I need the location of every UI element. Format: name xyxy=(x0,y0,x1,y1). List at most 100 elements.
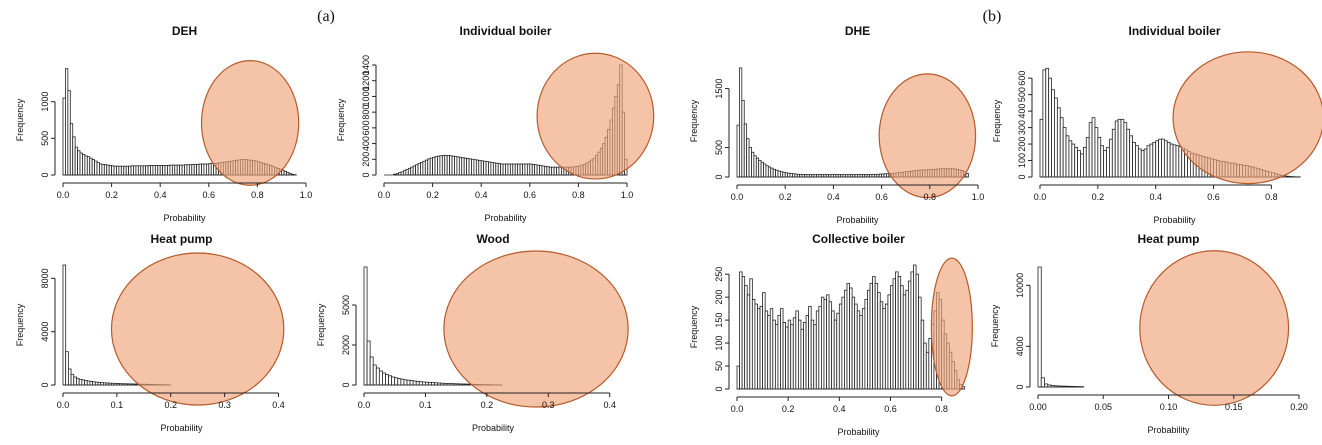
bar xyxy=(1044,383,1049,388)
x-axis-label: Probability xyxy=(837,427,880,437)
highlight-ellipse xyxy=(1172,51,1322,185)
x-tick-label: 0.6 xyxy=(524,190,537,200)
bar xyxy=(1132,142,1136,178)
bar xyxy=(363,266,368,386)
chart-title: Individual boiler xyxy=(459,24,551,38)
y-axis: 0 4000 10000 xyxy=(1015,273,1031,390)
bar xyxy=(1068,140,1073,178)
x-tick-label: 1.0 xyxy=(621,190,634,200)
bar xyxy=(406,379,411,386)
bar xyxy=(1143,148,1148,178)
x-tick-label: 0.2 xyxy=(481,400,494,410)
bar xyxy=(375,367,380,386)
histogram-b-dhe: 0.0 0.2 0.4 0.6 0.8 1.0 0 500 1500 DHE Probability… xyxy=(689,24,984,225)
y-tick-label: 0 xyxy=(714,386,724,391)
x-tick-label: 0.4 xyxy=(833,404,846,414)
bar xyxy=(382,372,386,386)
highlight-ellipse xyxy=(200,60,300,186)
bar xyxy=(1094,127,1099,178)
x-tick-label: 0.6 xyxy=(884,404,897,414)
histogram-panels: 0.0 0.2 0.4 0.6 0.8 1.005001000DEHProbability… xyxy=(15,24,1322,437)
x-tick-label: 0.2 xyxy=(164,400,177,410)
y-tick-label: 100 xyxy=(1017,153,1027,168)
y-tick-label: 200 xyxy=(361,152,371,167)
highlight-ellipse xyxy=(443,250,629,408)
x-axis-label: Probability xyxy=(1153,215,1196,225)
bar xyxy=(1082,146,1087,178)
x-tick-label: 0.1 xyxy=(111,400,124,410)
y-axis-label: Frequency xyxy=(689,305,699,348)
bar xyxy=(1100,145,1105,178)
x-tick-label: 0.6 xyxy=(875,192,888,202)
bar xyxy=(62,264,67,386)
x-tick-label: 0.8 xyxy=(572,190,585,200)
x-axis-label: Probability xyxy=(163,213,206,223)
bar xyxy=(1062,127,1067,178)
y-tick-label: 100 xyxy=(714,336,724,351)
bar xyxy=(418,381,423,386)
bar xyxy=(1042,69,1047,178)
chart-title: Heat pump xyxy=(1137,232,1199,246)
y-tick-label: 200 xyxy=(1017,137,1027,152)
histogram-b-collective-boiler: 0.0 0.2 0.4 0.6 0.8 0 50 100 150 200 250 Collective… xyxy=(689,232,973,437)
bar xyxy=(1040,377,1045,388)
x-tick-label: 0.8 xyxy=(251,190,264,200)
x-tick-label: 0.15 xyxy=(1225,402,1243,412)
bar xyxy=(1146,145,1151,178)
x-tick-label: 0.4 xyxy=(475,190,488,200)
y-tick-label: 0 xyxy=(361,172,371,177)
x-tick-label: 0.2 xyxy=(1092,192,1105,202)
bar xyxy=(1137,148,1142,178)
x-axis: 0.0 0.1 0.2 0.3 0.4 xyxy=(358,392,616,410)
bars xyxy=(736,264,966,390)
bar xyxy=(1126,128,1131,178)
bar xyxy=(1059,117,1064,178)
bar xyxy=(70,373,75,386)
bar xyxy=(1166,142,1171,178)
bar xyxy=(1109,138,1113,178)
y-axis-label: Frequency xyxy=(15,98,25,141)
bar xyxy=(385,374,389,386)
y-tick-label: 2000 xyxy=(341,335,351,355)
bars xyxy=(1037,266,1085,388)
y-tick-label: 0 xyxy=(1015,384,1025,389)
bar xyxy=(97,381,102,386)
bar xyxy=(94,381,99,386)
bar xyxy=(1175,145,1180,178)
x-axis: 0.00 0.05 0.10 0.15 0.20 xyxy=(1029,394,1308,412)
bar xyxy=(378,370,383,386)
x-axis-label: Probability xyxy=(836,215,879,225)
highlight-ellipse xyxy=(878,73,977,199)
bar xyxy=(403,379,408,386)
x-tick-label: 0.0 xyxy=(358,400,371,410)
y-tick-label: 400 xyxy=(361,136,371,151)
y-axis: 0 500 1500 xyxy=(714,79,730,180)
y-tick-label: 0 xyxy=(341,382,351,387)
x-tick-label: 0.4 xyxy=(1149,192,1162,202)
x-tick-label: 0.05 xyxy=(1094,402,1112,412)
x-tick-label: 0.3 xyxy=(542,400,555,410)
chart-title: DEH xyxy=(172,24,197,38)
bar xyxy=(1045,67,1050,178)
bar xyxy=(1039,118,1044,178)
bar xyxy=(1163,140,1168,178)
y-tick-label: 800 xyxy=(361,105,371,120)
bar xyxy=(1111,128,1116,178)
bar xyxy=(415,380,420,386)
bar xyxy=(1080,153,1084,178)
y-tick-label: 0 xyxy=(714,174,724,179)
y-tick-label: 150 xyxy=(714,313,724,328)
x-tick-label: 0.0 xyxy=(57,190,70,200)
bar xyxy=(1123,122,1128,178)
bar xyxy=(1103,150,1107,178)
bar xyxy=(81,379,85,386)
chart-title: Individual boiler xyxy=(1128,24,1220,38)
bar xyxy=(1178,146,1183,178)
highlight-ellipse xyxy=(930,257,973,397)
x-tick-label: 0.0 xyxy=(731,192,744,202)
y-tick-label: 300 xyxy=(1017,120,1027,135)
x-tick-label: 0.4 xyxy=(272,400,285,410)
y-axis-label: Frequency xyxy=(336,98,346,141)
